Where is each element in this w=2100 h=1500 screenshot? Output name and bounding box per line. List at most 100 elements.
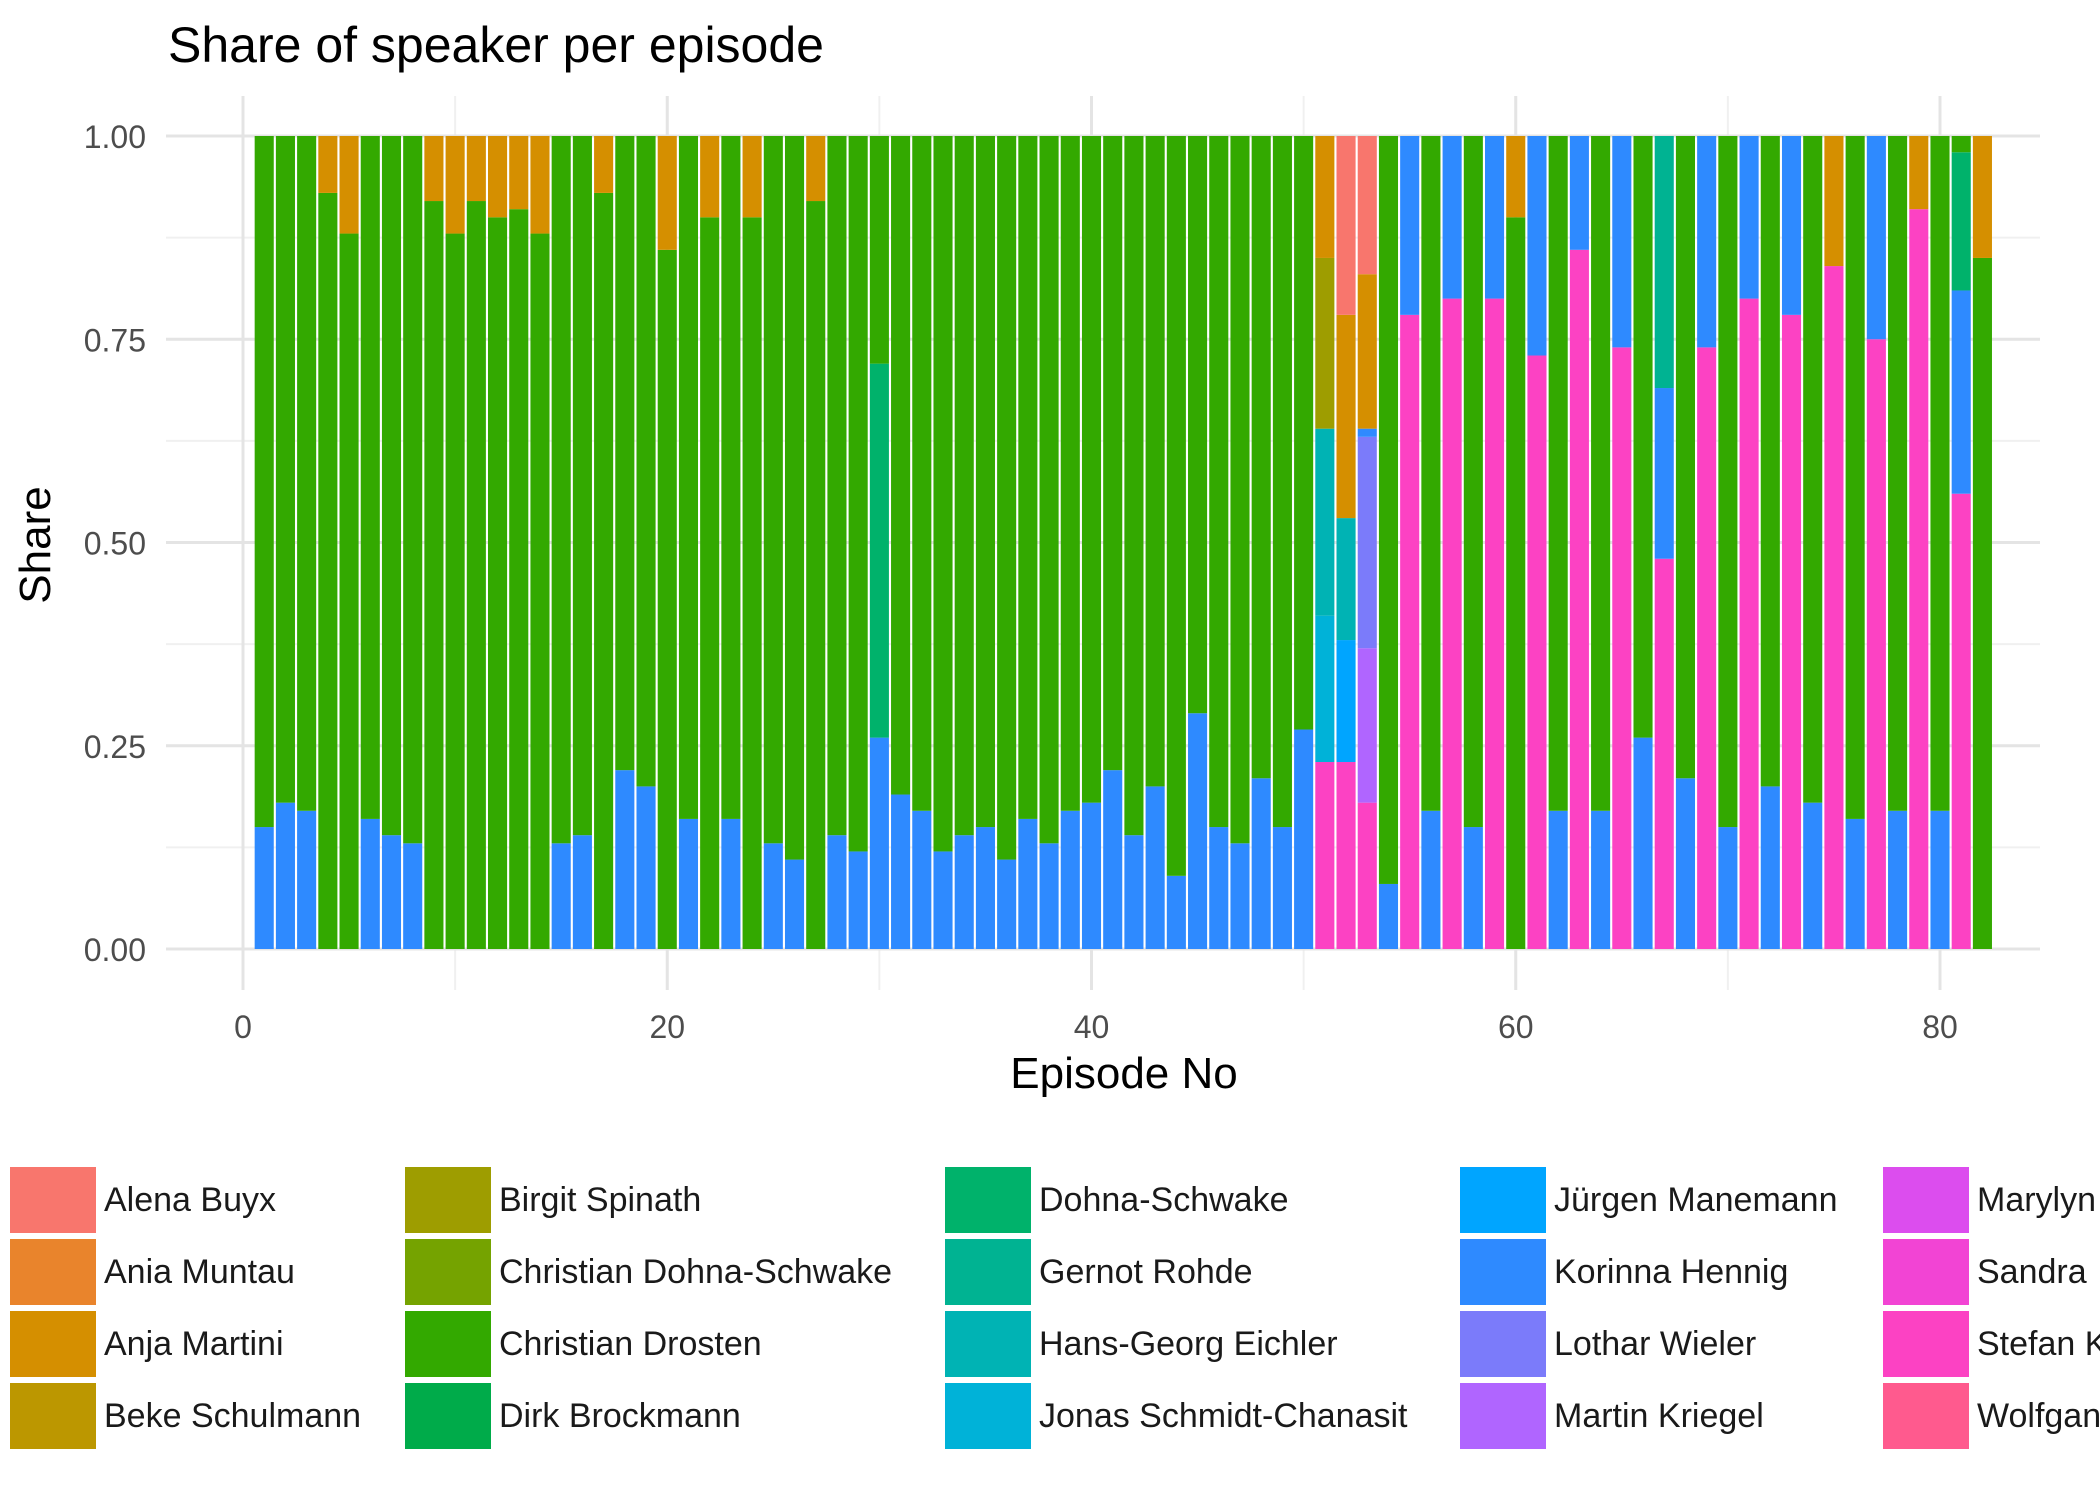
legend-label: Korinna Hennig [1554, 1252, 1789, 1291]
bar-segment [1972, 257, 1992, 949]
bar-segment [1951, 493, 1971, 949]
legend-label: Dirk Brockmann [499, 1396, 741, 1435]
bar-segment [1124, 136, 1144, 836]
bar-segment [1357, 648, 1377, 803]
bar-segment [742, 217, 762, 950]
bar-segment [1803, 802, 1823, 949]
bar-segment [466, 201, 486, 950]
legend-item: Wolfgang [1883, 1380, 2100, 1452]
bar-segment [1909, 209, 1929, 950]
bar-segment [1951, 290, 1971, 494]
bar-segment [954, 136, 974, 836]
bar-segment [594, 136, 614, 193]
bar-segment [1845, 818, 1865, 949]
bar-segment [1188, 713, 1208, 949]
bar-segment [657, 249, 677, 949]
legend-item: Anja Martini [10, 1308, 284, 1380]
bar-segment [297, 136, 317, 811]
legend-swatch [1460, 1383, 1546, 1449]
bar-segment [1760, 136, 1780, 787]
bar-segment [1166, 136, 1186, 876]
bar-segment [1315, 762, 1335, 949]
bar-segment [1845, 136, 1865, 819]
bar-segment [381, 835, 402, 949]
legend-item: Jürgen Manemann [1460, 1164, 1838, 1236]
legend-label: Jürgen Manemann [1554, 1180, 1838, 1219]
bar-segment [1357, 436, 1377, 649]
bar-segment [1336, 640, 1356, 763]
legend-swatch [1883, 1311, 1969, 1377]
bar-segment [1591, 136, 1611, 811]
bar-segment [1357, 274, 1377, 429]
bar-segment [615, 770, 635, 949]
bar-segment [763, 136, 783, 844]
bar-segment [403, 136, 423, 844]
bar-segment [1124, 835, 1144, 949]
bar-segment [1781, 314, 1802, 949]
bar-segment [1060, 136, 1080, 811]
bar-segment [1400, 136, 1420, 315]
y-tick-label: 0.00 [84, 932, 146, 968]
bar-segment [1972, 136, 1992, 258]
bar-segment [1484, 136, 1505, 299]
legend-swatch [10, 1311, 96, 1377]
legend-item: Martin Kriegel [1460, 1380, 1764, 1452]
bar-segment [1103, 770, 1123, 949]
bar-segment [1060, 810, 1080, 949]
legend-item: Korinna Hennig [1460, 1236, 1788, 1308]
bar-segment [1824, 136, 1844, 267]
bar-segment [1675, 136, 1695, 779]
bar-segment [1591, 810, 1611, 949]
bar-segment [784, 859, 805, 949]
bar-segment [678, 818, 699, 949]
bar-segment [975, 827, 995, 949]
bar-segment [360, 136, 380, 819]
bar-segment [1357, 428, 1377, 437]
legend-swatch [945, 1311, 1031, 1377]
bar-segment [1930, 136, 1950, 811]
bar-segment [339, 136, 359, 234]
legend-label: Alena Buyx [104, 1180, 276, 1219]
chart-title: Share of speaker per episode [168, 17, 824, 73]
bar-segment [636, 786, 656, 949]
bar-segment [912, 810, 932, 949]
bar-segment [445, 136, 465, 234]
bar-segment [1506, 136, 1526, 218]
legend-label: Martin Kriegel [1554, 1396, 1764, 1435]
legend-label: Ania Muntau [104, 1252, 295, 1291]
bar-segment [784, 136, 805, 860]
bar-segment [360, 818, 380, 949]
legend: Alena Buyx Ania Muntau Anja Martini Beke Sc… [0, 1160, 2100, 1480]
bar-segment [1315, 257, 1335, 429]
bar-segment [1463, 827, 1483, 949]
bar-segment [424, 136, 444, 202]
legend-label: Wolfgang [1977, 1396, 2100, 1435]
legend-label: Anja Martini [104, 1324, 284, 1363]
bar-segment [1230, 843, 1250, 949]
bar-segment [848, 136, 868, 852]
bar-segment [1909, 136, 1929, 210]
y-tick-label: 0.75 [84, 322, 146, 358]
bar-segment [763, 843, 783, 949]
bar-segment [1188, 136, 1208, 714]
legend-swatch [10, 1383, 96, 1449]
bar-segment [1209, 827, 1229, 949]
bar-segment [678, 136, 699, 819]
x-tick-label: 60 [1498, 1009, 1534, 1045]
bar-segment [1018, 818, 1038, 949]
bar-segment [1336, 314, 1356, 519]
bar-segment [975, 136, 995, 828]
bar-segment [488, 136, 508, 218]
bar-segment [742, 136, 762, 218]
bar-segment [1336, 518, 1356, 641]
bar-segment [1824, 266, 1844, 950]
bar-segment [1145, 136, 1165, 787]
y-tick-label: 0.50 [84, 526, 146, 562]
bar-segment [1463, 136, 1483, 828]
legend-item: Jonas Schmidt-Chanasit [945, 1380, 1408, 1452]
bar-segment [806, 201, 826, 950]
bar-segment [1697, 136, 1717, 348]
bar-segment [445, 233, 465, 949]
bar-segment [657, 136, 677, 250]
bar-segment [997, 859, 1017, 949]
